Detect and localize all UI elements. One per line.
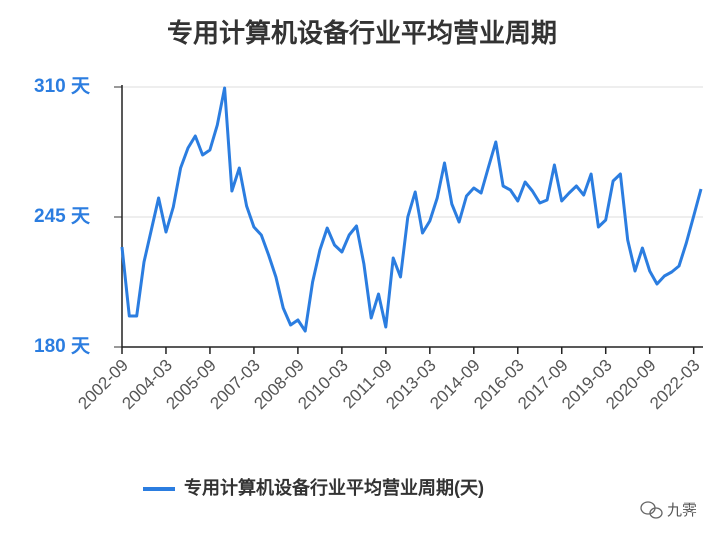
watermark: 九霁 [667, 502, 697, 519]
chart-title: 专用计算机设备行业平均营业周期 [167, 18, 557, 48]
data-line [120, 86, 703, 333]
y-tick-label: 180 天 [34, 336, 91, 357]
legend-label: 专用计算机设备行业平均营业周期(天) [184, 477, 484, 498]
y-tick-label: 310 天 [34, 76, 91, 97]
watermark-icon [640, 501, 663, 519]
y-tick-label: 245 天 [34, 206, 91, 227]
